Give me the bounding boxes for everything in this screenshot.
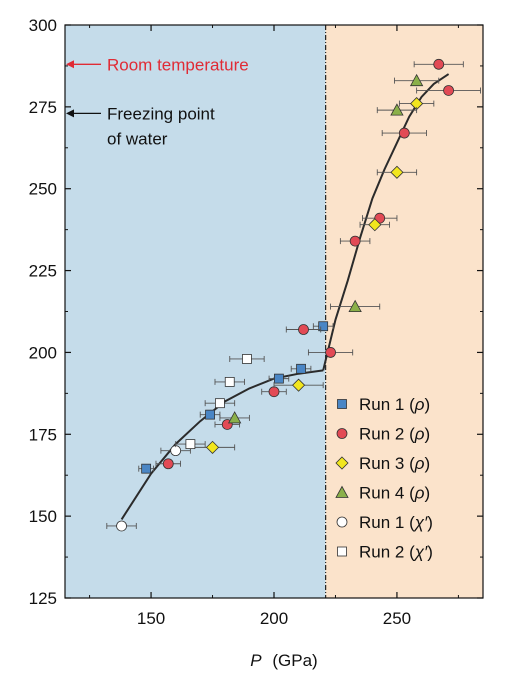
y-tick-label: 275 [29, 98, 57, 117]
data-point [205, 440, 220, 454]
data-point [433, 58, 445, 70]
legend-run-name: Run 1 ( [359, 513, 415, 532]
legend-symbol: χ′ [413, 543, 428, 562]
legend-run-name: Run 2 ( [359, 425, 415, 444]
y-tick-label: 150 [29, 507, 57, 526]
data-point [205, 409, 215, 420]
legend-marker [335, 485, 349, 498]
room-temp-arrow-head [66, 60, 74, 69]
legend: Run 1 (ρ)Run 2 (ρ)Run 3 (ρ)Run 4 (ρ)Run … [335, 395, 433, 562]
axis-ticks: 125 150 175 200 225 250 275 300 150 200 250 [29, 16, 483, 628]
x-axis-title: P (GPa) [250, 651, 317, 670]
x-axis-symbol: P [250, 651, 262, 670]
data-point [274, 373, 284, 384]
freezing-arrow-head [66, 109, 74, 118]
freezing-point-label-line2: of water [107, 129, 168, 148]
series-6 [175, 354, 265, 450]
legend-run-name: Run 1 ( [359, 395, 415, 414]
legend-symbol: ρ [414, 454, 425, 473]
data-point [227, 411, 242, 424]
legend-label: Run 1 (χ′) [359, 513, 433, 532]
legend-marker [335, 456, 349, 470]
x-tick-label: 200 [260, 609, 288, 628]
data-point [298, 324, 309, 335]
y-tick-label: 250 [29, 180, 57, 199]
y-tick-label: 225 [29, 262, 57, 281]
legend-marker [336, 428, 348, 439]
legend-symbol: ρ [414, 484, 425, 503]
data-point [170, 445, 182, 457]
series-2 [155, 58, 481, 470]
data-point [443, 85, 454, 96]
legend-label: Run 1 (ρ) [359, 395, 430, 414]
series-1 [138, 321, 334, 474]
data-point [409, 73, 424, 87]
data-point [318, 321, 329, 332]
y-tick-label: 200 [29, 343, 57, 362]
legend-close-paren: ) [427, 513, 433, 532]
data-point [348, 299, 362, 312]
legend-close-paren: ) [425, 454, 431, 473]
data-point [116, 520, 127, 532]
legend-run-name: Run 4 ( [359, 484, 415, 503]
legend-run-name: Run 2 ( [359, 543, 415, 562]
legend-label: Run 4 (ρ) [359, 484, 430, 503]
legend-close-paren: ) [427, 543, 433, 562]
legend-label: Run 2 (ρ) [359, 425, 430, 444]
series-5 [106, 445, 191, 532]
legend-close-paren: ) [425, 484, 431, 503]
phase-region-1 [65, 25, 326, 598]
legend-symbol: ρ [414, 425, 425, 444]
x-axis-unit: (GPa) [272, 651, 317, 670]
data-point [268, 386, 280, 398]
freezing-point-label: Freezing point [107, 104, 215, 123]
legend-label: Run 3 (ρ) [359, 454, 430, 473]
legend-close-paren: ) [425, 425, 431, 444]
legend-label: Run 2 (χ′) [359, 543, 433, 562]
legend-marker [337, 399, 347, 409]
data-point [296, 363, 306, 374]
data-point [242, 354, 252, 364]
legend-marker [337, 546, 347, 557]
data-point [390, 103, 404, 116]
data-point [368, 218, 382, 232]
data-points [106, 58, 481, 532]
data-point [185, 439, 196, 450]
data-point [292, 378, 306, 392]
fit-curve-high [322, 73, 450, 371]
legend-symbol: ρ [414, 395, 425, 414]
data-point [141, 463, 152, 474]
data-point [325, 347, 336, 358]
x-tick-label: 250 [383, 609, 411, 628]
data-point [349, 235, 361, 247]
phase-regions [65, 25, 483, 598]
data-point [398, 127, 410, 139]
y-tick-label: 125 [29, 589, 57, 608]
x-tick-label: 150 [137, 609, 165, 628]
annotations: Room temperature Freezing point of water [66, 55, 249, 148]
legend-marker [336, 516, 348, 528]
data-point [162, 458, 174, 470]
legend-run-name: Run 3 ( [359, 454, 415, 473]
data-point [224, 376, 235, 387]
legend-symbol: χ′ [413, 513, 428, 532]
series-4 [219, 73, 440, 424]
data-point [215, 398, 225, 409]
y-tick-label: 175 [29, 425, 57, 444]
data-point [390, 165, 404, 179]
room-temperature-label: Room temperature [107, 55, 249, 74]
legend-close-paren: ) [425, 395, 431, 414]
y-tick-label: 300 [29, 16, 57, 35]
